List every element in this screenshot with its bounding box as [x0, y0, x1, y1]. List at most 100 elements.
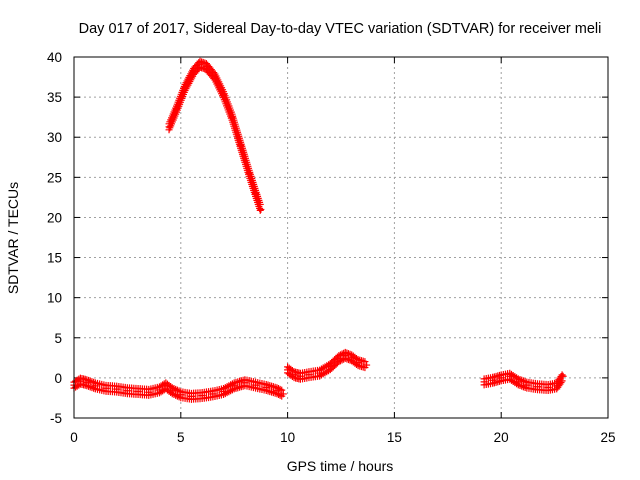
- data-point: [102, 384, 110, 392]
- data-point: [363, 361, 371, 369]
- data-marker: [86, 383, 94, 391]
- data-point: [284, 366, 292, 374]
- series-low-band-3: [480, 369, 567, 395]
- data-point: [220, 388, 228, 396]
- data-point: [113, 385, 121, 393]
- y-tick-label: 20: [47, 210, 62, 225]
- y-tick-label: 10: [47, 291, 62, 306]
- data-point: [241, 379, 249, 387]
- data-point: [209, 390, 217, 398]
- y-tick-label: -5: [50, 411, 62, 426]
- data-marker: [338, 350, 346, 358]
- data-marker: [519, 377, 527, 385]
- data-marker: [288, 366, 296, 374]
- data-point: [296, 372, 304, 380]
- data-marker: [519, 383, 527, 391]
- data-point: [181, 83, 189, 91]
- data-point: [262, 384, 270, 392]
- data-point: [123, 387, 131, 395]
- data-marker: [170, 391, 178, 399]
- data-marker: [518, 382, 526, 390]
- data-point: [177, 391, 185, 399]
- x-tick-label: 0: [70, 430, 78, 445]
- data-point: [168, 387, 176, 395]
- data-point: [196, 60, 204, 68]
- data-point: [252, 381, 260, 389]
- data-point: [173, 105, 181, 113]
- data-point: [523, 381, 531, 389]
- data-marker: [175, 387, 183, 395]
- series-high-arc: [165, 57, 265, 214]
- data-marker: [88, 384, 96, 392]
- data-point: [326, 363, 334, 371]
- data-point: [190, 67, 198, 75]
- data-point: [211, 73, 219, 81]
- data-marker: [557, 378, 565, 386]
- data-series: [70, 57, 567, 403]
- data-marker: [88, 378, 96, 386]
- data-point: [91, 382, 99, 390]
- data-marker: [198, 64, 206, 72]
- chart-title: Day 017 of 2017, Sidereal Day-to-day VTE…: [79, 21, 602, 37]
- data-point: [316, 369, 324, 377]
- data-marker: [516, 382, 524, 390]
- data-point: [341, 351, 349, 359]
- data-point: [279, 390, 287, 398]
- data-marker: [256, 206, 264, 214]
- data-point: [198, 392, 206, 400]
- data-point: [83, 379, 91, 387]
- data-point: [245, 169, 253, 177]
- data-point: [534, 383, 542, 391]
- data-marker: [90, 378, 98, 386]
- data-point: [348, 354, 356, 362]
- data-point: [544, 384, 552, 392]
- data-marker: [361, 358, 369, 366]
- y-axis-title: SDTVAR / TECUs: [5, 182, 21, 294]
- x-tick-label: 20: [494, 430, 509, 445]
- data-point: [506, 372, 514, 380]
- data-marker: [85, 382, 93, 390]
- data-marker: [558, 377, 566, 385]
- data-point: [237, 141, 245, 149]
- data-marker: [86, 377, 94, 385]
- data-point: [290, 371, 298, 379]
- y-tick-label: 30: [47, 130, 62, 145]
- data-point: [134, 388, 142, 396]
- data-point: [220, 91, 228, 99]
- x-tick-label: 25: [600, 430, 615, 445]
- y-tick-label: 40: [47, 50, 62, 65]
- data-point: [76, 377, 84, 385]
- data-marker: [343, 355, 351, 363]
- data-point: [187, 392, 195, 400]
- data-point: [354, 359, 362, 367]
- data-point: [553, 382, 561, 390]
- axis-ticks: 0 5 10 15 20 25 -5 0 5 10 15 20 25 30 35 40: [47, 50, 616, 445]
- data-marker: [276, 385, 284, 393]
- series-low-band-2: [284, 348, 371, 383]
- data-marker: [521, 377, 529, 385]
- data-point: [257, 205, 265, 213]
- data-marker: [518, 376, 526, 384]
- data-marker: [256, 200, 264, 208]
- data-point: [514, 378, 522, 386]
- x-tick-label: 10: [280, 430, 295, 445]
- data-point: [165, 123, 173, 131]
- y-tick-label: 15: [47, 251, 62, 266]
- plot-frame: [73, 56, 609, 419]
- data-point: [155, 386, 163, 394]
- data-point: [305, 371, 313, 379]
- x-tick-label: 15: [387, 430, 402, 445]
- data-point: [228, 113, 236, 121]
- data-point: [252, 189, 260, 197]
- y-tick-label: 25: [47, 170, 62, 185]
- data-marker: [172, 385, 180, 393]
- data-marker: [338, 356, 346, 364]
- data-marker: [276, 391, 284, 399]
- y-tick-label: 0: [54, 371, 62, 386]
- data-point: [480, 378, 488, 386]
- x-tick-label: 5: [177, 430, 185, 445]
- series-low-band-1: [70, 374, 287, 403]
- data-point: [335, 355, 343, 363]
- data-point: [230, 382, 238, 390]
